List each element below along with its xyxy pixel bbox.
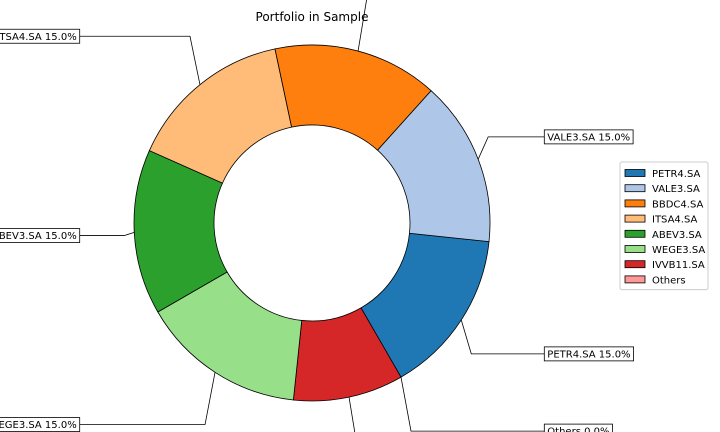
label-petr4-sa: PETR4.SA 15.0% (547, 349, 630, 360)
label-vale3-sa: VALE3.SA 15.0% (547, 132, 630, 143)
label-others: Others 0.0% (547, 427, 609, 432)
legend-swatch-others (625, 276, 645, 283)
connector-others (401, 377, 544, 431)
connector-bbdc4-sa (358, 0, 544, 51)
donut-slices (134, 45, 490, 401)
legend: PETR4.SA VALE3.SA BBDC4.SA ITSA4.SA ABEV3.SA… (620, 162, 708, 290)
connector-abev3-sa (80, 232, 135, 235)
legend-swatch-itsa4-sa (625, 215, 645, 222)
legend-swatch-wege3-sa (625, 246, 645, 253)
legend-swatch-petr4-sa (625, 170, 645, 177)
legend-label-vale3-sa: VALE3.SA (652, 184, 700, 195)
legend-label-itsa4-sa: ITSA4.SA (652, 215, 698, 226)
legend-swatch-bbdc4-sa (625, 200, 645, 207)
chart-title: Portfolio in Sample (256, 10, 369, 24)
label-itsa4-sa: ITSA4.SA 15.0% (0, 32, 77, 43)
connector-itsa4-sa (80, 36, 200, 84)
legend-label-abev3-sa: ABEV3.SA (652, 230, 702, 241)
legend-label-bbdc4-sa: BBDC4.SA (652, 199, 703, 210)
legend-swatch-abev3-sa (625, 230, 645, 237)
connector-vale3-sa (478, 137, 544, 159)
legend-label-petr4-sa: PETR4.SA (652, 169, 700, 180)
legend-label-ivvb11-sa: IVVB11.SA (652, 260, 705, 271)
legend-swatch-vale3-sa (625, 185, 645, 192)
label-wege3-sa: WEGE3.SA 15.0% (0, 420, 77, 431)
connector-ivvb11-sa (349, 397, 544, 432)
legend-label-others: Others (652, 275, 686, 286)
connector-wege3-sa (80, 372, 215, 424)
legend-label-wege3-sa: WEGE3.SA (652, 245, 705, 256)
connector-petr4-sa (461, 320, 544, 354)
label-abev3-sa: ABEV3.SA 15.0% (0, 231, 77, 242)
legend-swatch-ivvb11-sa (625, 261, 645, 268)
